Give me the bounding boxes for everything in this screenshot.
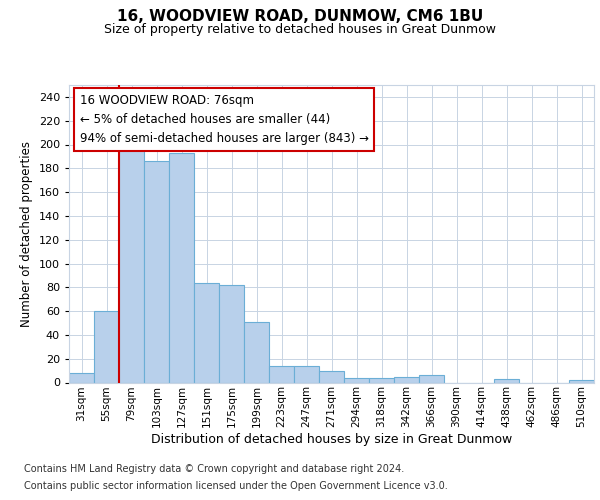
Bar [344,378,369,382]
Bar [419,376,444,382]
Bar [369,378,394,382]
Bar [244,322,269,382]
Bar [294,366,319,382]
Bar [269,366,294,382]
Bar [169,153,194,382]
Bar [319,370,344,382]
Text: 16, WOODVIEW ROAD, DUNMOW, CM6 1BU: 16, WOODVIEW ROAD, DUNMOW, CM6 1BU [117,9,483,24]
Bar [194,282,219,382]
Text: 16 WOODVIEW ROAD: 76sqm
← 5% of detached houses are smaller (44)
94% of semi-det: 16 WOODVIEW ROAD: 76sqm ← 5% of detached… [79,94,368,145]
X-axis label: Distribution of detached houses by size in Great Dunmow: Distribution of detached houses by size … [151,433,512,446]
Text: Contains HM Land Registry data © Crown copyright and database right 2024.: Contains HM Land Registry data © Crown c… [24,464,404,474]
Bar [144,161,169,382]
Y-axis label: Number of detached properties: Number of detached properties [20,141,33,327]
Bar [394,376,419,382]
Bar [119,142,144,382]
Text: Contains public sector information licensed under the Open Government Licence v3: Contains public sector information licen… [24,481,448,491]
Bar [494,379,519,382]
Bar [219,285,244,382]
Bar [69,373,94,382]
Bar [569,380,594,382]
Text: Size of property relative to detached houses in Great Dunmow: Size of property relative to detached ho… [104,22,496,36]
Bar [94,311,119,382]
